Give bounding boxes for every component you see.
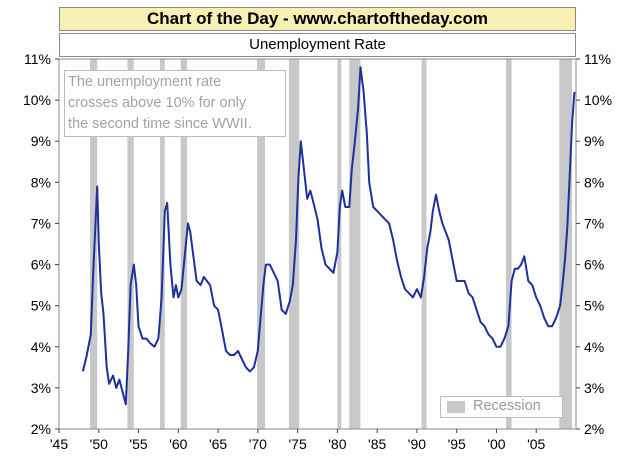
recession-band-6 — [288, 59, 300, 429]
recession-band-7 — [337, 59, 342, 429]
x-tick-label: '70 — [249, 436, 267, 452]
recession-band-5 — [257, 59, 266, 429]
y-tick-label-left: 3% — [31, 380, 51, 396]
chart-legend: Recession — [440, 396, 563, 418]
plot-frame — [58, 58, 577, 430]
y-tick-label-right: 7% — [584, 215, 604, 231]
y-tick-label-left: 8% — [31, 174, 51, 190]
y-tick-label-left: 6% — [31, 257, 51, 273]
recession-band-4 — [180, 59, 188, 429]
recession-band-2 — [127, 59, 134, 429]
axis-labels: 2% 2% 3% 3% 4% 4% 5% 5% 6% 6% 7% 7% 8% 8% 9% 9% 10% 10% 11… — [23, 51, 612, 452]
y-tick-label-right: 5% — [584, 298, 604, 314]
x-tick-label: '55 — [129, 436, 147, 452]
x-tick-label: '95 — [448, 436, 466, 452]
legend-label-recession: Recession — [473, 398, 541, 414]
recession-band-10 — [506, 59, 512, 429]
y-tick-label-right: 8% — [584, 174, 604, 190]
y-tick-label-right: 4% — [584, 339, 604, 355]
series-line-unemployment-rate — [81, 66, 576, 406]
y-tick-label-right: 9% — [584, 133, 604, 149]
y-tick-label-left: 7% — [31, 215, 51, 231]
x-tick-label: '50 — [90, 436, 108, 452]
x-tick-label: '05 — [527, 436, 545, 452]
y-tick-label-left: 5% — [31, 298, 51, 314]
annotation-line-1: The unemployment rate — [68, 74, 222, 90]
y-tick-label-left: 4% — [31, 339, 51, 355]
x-tick-label: '80 — [328, 436, 346, 452]
site-header-banner: Chart of the Day - www.chartoftheday.com — [59, 7, 576, 31]
x-tick-label: '65 — [209, 436, 227, 452]
y-tick-label-right: 11% — [584, 51, 611, 67]
x-tick-label: '75 — [288, 436, 306, 452]
recession-band-3 — [160, 59, 165, 429]
x-tick-label: '85 — [368, 436, 386, 452]
y-tick-label-left: 2% — [31, 421, 51, 437]
annotation-line-2: crosses above 10% for only — [68, 95, 247, 111]
x-tick-label: '60 — [169, 436, 187, 452]
y-tick-label-right: 10% — [584, 92, 612, 108]
chart-title: Unemployment Rate — [59, 33, 576, 57]
axis-ticks — [55, 58, 580, 433]
x-tick-label: '00 — [487, 436, 505, 452]
y-tick-label-right: 3% — [584, 380, 604, 396]
chart-annotation: The unemployment rate crosses above 10% … — [64, 70, 286, 137]
y-tick-label-left: 9% — [31, 133, 51, 149]
x-tick-label: '45 — [50, 436, 68, 452]
y-tick-label-left: 10% — [23, 92, 51, 108]
y-tick-label-right: 6% — [584, 257, 604, 273]
x-tick-label: '90 — [408, 436, 426, 452]
y-tick-label-right: 2% — [584, 421, 604, 437]
y-tick-label-left: 11% — [24, 51, 51, 67]
annotation-line-3: the second time since WWII. — [68, 116, 252, 132]
recession-band-9 — [421, 59, 427, 429]
legend-swatch-recession — [447, 401, 465, 413]
recession-band-8 — [349, 59, 361, 429]
